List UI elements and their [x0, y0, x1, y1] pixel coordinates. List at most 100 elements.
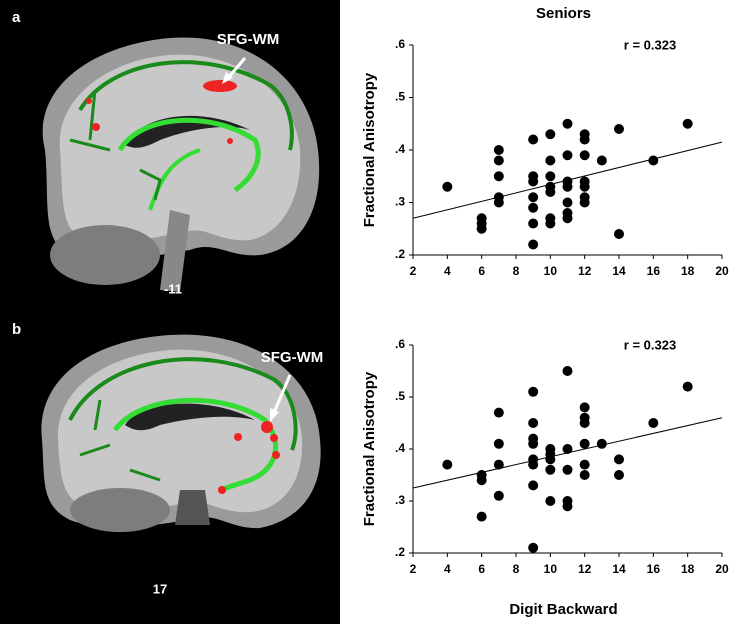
data-point [562, 464, 573, 475]
data-point [493, 490, 504, 501]
x-tick-label: 4 [444, 264, 451, 278]
data-point [442, 181, 453, 192]
x-tick-label: 18 [681, 264, 695, 278]
data-point [528, 480, 539, 491]
region-label: SFG-WM [217, 31, 279, 48]
x-tick-label: 16 [647, 562, 661, 576]
data-point [579, 197, 590, 208]
data-point [648, 418, 659, 428]
data-point [579, 402, 590, 413]
data-point [476, 223, 487, 234]
brain-slice-a [42, 37, 320, 292]
data-point [528, 438, 539, 449]
data-point [493, 407, 504, 418]
data-point [682, 381, 693, 392]
data-point [579, 134, 590, 145]
data-point [614, 229, 624, 239]
data-point [493, 197, 504, 208]
y-tick-label: .3 [395, 493, 405, 507]
data-point [493, 155, 504, 166]
x-tick-label: 8 [513, 562, 520, 576]
x-tick-label: 2 [410, 264, 417, 278]
data-point [528, 218, 539, 229]
data-point [493, 171, 504, 182]
data-point [476, 511, 487, 522]
data-point [648, 155, 659, 166]
x-tick-label: 16 [647, 264, 661, 278]
y-tick-label: .4 [395, 441, 405, 455]
y-tick-label: .3 [395, 195, 405, 209]
data-point [682, 118, 693, 129]
x-tick-label: 20 [715, 562, 729, 576]
y-tick-label: .2 [395, 247, 405, 261]
x-tick-label: 14 [612, 562, 626, 576]
x-tick-label: 4 [444, 562, 451, 576]
x-tick-label: 2 [410, 562, 417, 576]
data-point [528, 542, 539, 553]
chart-title: Seniors [536, 5, 591, 22]
x-tick-label: 6 [478, 264, 485, 278]
data-point [528, 418, 539, 428]
annotation: r = 0.323 [624, 37, 676, 52]
data-point [528, 386, 539, 397]
data-point [562, 118, 573, 129]
data-point [579, 181, 590, 192]
brain-slice-b [41, 334, 321, 532]
data-point [476, 475, 487, 486]
slice-label: 17 [153, 581, 167, 596]
data-point [579, 459, 590, 470]
data-point [614, 124, 624, 134]
x-tick-label: 12 [578, 264, 592, 278]
x-tick-label: 10 [544, 264, 558, 278]
y-tick-label: .4 [395, 142, 405, 156]
data-point [562, 181, 573, 192]
data-point [596, 438, 607, 449]
data-point [579, 150, 590, 161]
data-point [562, 213, 573, 224]
region-label: SFG-WM [261, 349, 323, 366]
panel-label: b [12, 321, 21, 338]
data-point [493, 145, 504, 155]
y-tick-label: .5 [395, 90, 405, 104]
y-tick-label: .6 [395, 337, 405, 351]
data-point [545, 218, 556, 229]
data-point [528, 192, 539, 203]
x-tick-label: 8 [513, 264, 520, 278]
data-point [545, 464, 556, 475]
data-point [614, 454, 624, 465]
data-point [528, 134, 539, 145]
data-point [545, 496, 556, 506]
y-tick-label: .6 [395, 37, 405, 51]
data-point [528, 176, 539, 187]
x-tick-label: 12 [578, 562, 592, 576]
data-point [562, 197, 573, 208]
x-tick-label: 10 [544, 562, 558, 576]
x-tick-label: 20 [715, 264, 729, 278]
x-tick-label: 6 [478, 562, 485, 576]
data-point [493, 438, 504, 449]
data-point [562, 501, 573, 512]
panel-label: a [12, 9, 21, 26]
data-point [545, 171, 556, 182]
data-point [579, 470, 590, 480]
data-point [545, 187, 556, 197]
x-axis-label: Digit Backward [509, 601, 617, 618]
y-tick-label: .2 [395, 545, 405, 559]
data-point [528, 202, 539, 213]
slice-label: -11 [164, 281, 182, 296]
data-point [528, 239, 539, 250]
data-point [579, 418, 590, 428]
x-tick-label: 18 [681, 562, 695, 576]
data-point [614, 470, 624, 480]
data-point [562, 150, 573, 161]
y-tick-label: .5 [395, 389, 405, 403]
x-tick-label: 14 [612, 264, 626, 278]
data-point [579, 438, 590, 449]
data-point [442, 459, 453, 470]
data-point [545, 155, 556, 166]
data-point [562, 366, 573, 376]
y-axis-label: Fractional Anisotropy [361, 72, 378, 227]
data-point [493, 459, 504, 470]
data-point [596, 155, 607, 166]
